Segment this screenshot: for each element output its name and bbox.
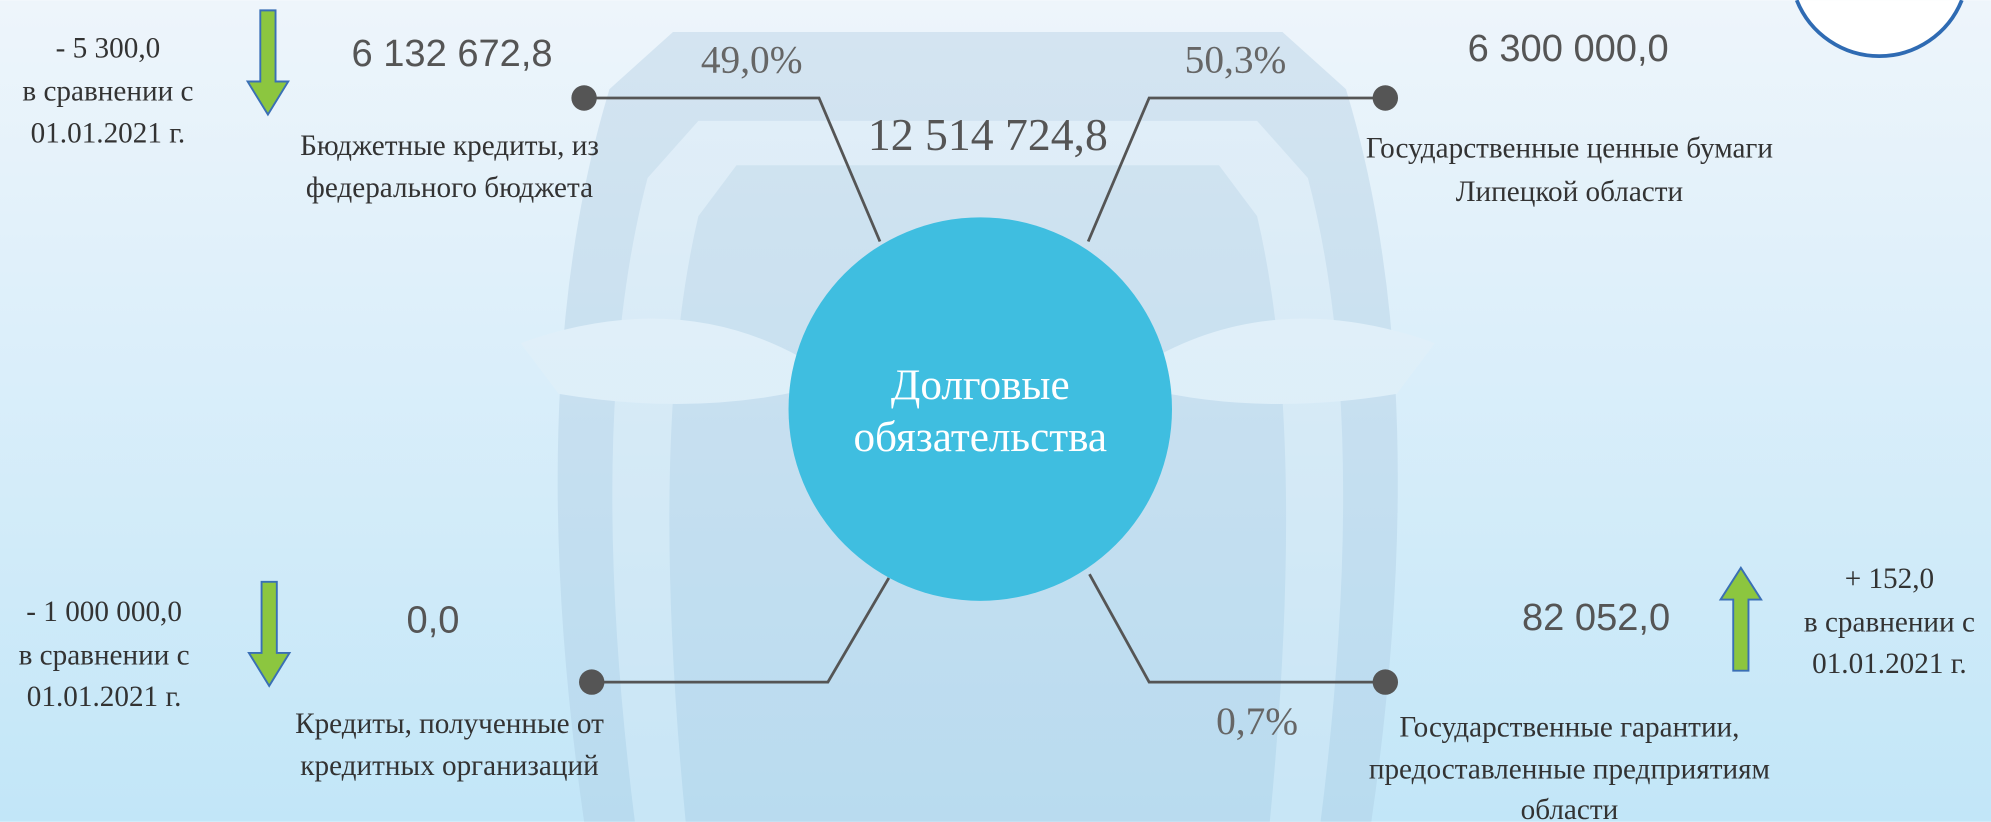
- percent: 50,3%: [1185, 38, 1287, 82]
- value: 0,0: [407, 600, 460, 642]
- value: 6 300 000,0: [1468, 28, 1669, 70]
- change: 01.01.2021 г.: [31, 117, 186, 149]
- change: + 152,0: [1845, 563, 1934, 595]
- change: в сравнении с: [1804, 606, 1975, 638]
- change: - 1 000 000,0: [26, 596, 182, 628]
- change: 01.01.2021 г.: [1812, 648, 1967, 680]
- arrow-up: [1718, 566, 1763, 672]
- change: 01.01.2021 г.: [27, 681, 182, 713]
- center-circle: [788, 217, 1172, 601]
- value: 82 052,0: [1522, 597, 1670, 639]
- center-title: Долговые: [891, 362, 1070, 409]
- label: Бюджетные кредиты, из: [300, 130, 599, 162]
- connector: [591, 577, 891, 684]
- dot: [579, 669, 605, 695]
- connector: [1086, 96, 1386, 243]
- arrow-down: [247, 580, 292, 688]
- arrow-down: [245, 9, 290, 117]
- change: в сравнении с: [22, 76, 193, 108]
- center-title: обязательства: [853, 414, 1107, 461]
- label: предоставленные предприятиям: [1369, 754, 1770, 786]
- label: кредитных организаций: [300, 750, 598, 782]
- label: Кредиты, полученные от: [295, 708, 604, 740]
- percent: 0,7%: [1216, 699, 1298, 743]
- change: - 5 300,0: [56, 32, 161, 64]
- dot: [1372, 669, 1399, 695]
- dot: [571, 85, 597, 111]
- total: 12 514 724,8: [868, 109, 1108, 160]
- label: Государственные гарантии,: [1399, 712, 1739, 744]
- dot: [1372, 85, 1399, 111]
- logo: [1794, 0, 1964, 58]
- percent: 49,0%: [701, 38, 803, 82]
- label: федерального бюджета: [306, 172, 593, 204]
- value: 6 132 672,8: [351, 33, 552, 75]
- label: Государственные ценные бумаги: [1366, 133, 1773, 165]
- connector: [1088, 573, 1386, 684]
- label: области: [1521, 794, 1619, 822]
- label: Липецкой области: [1456, 176, 1683, 208]
- connector: [584, 96, 882, 243]
- change: в сравнении с: [19, 639, 190, 671]
